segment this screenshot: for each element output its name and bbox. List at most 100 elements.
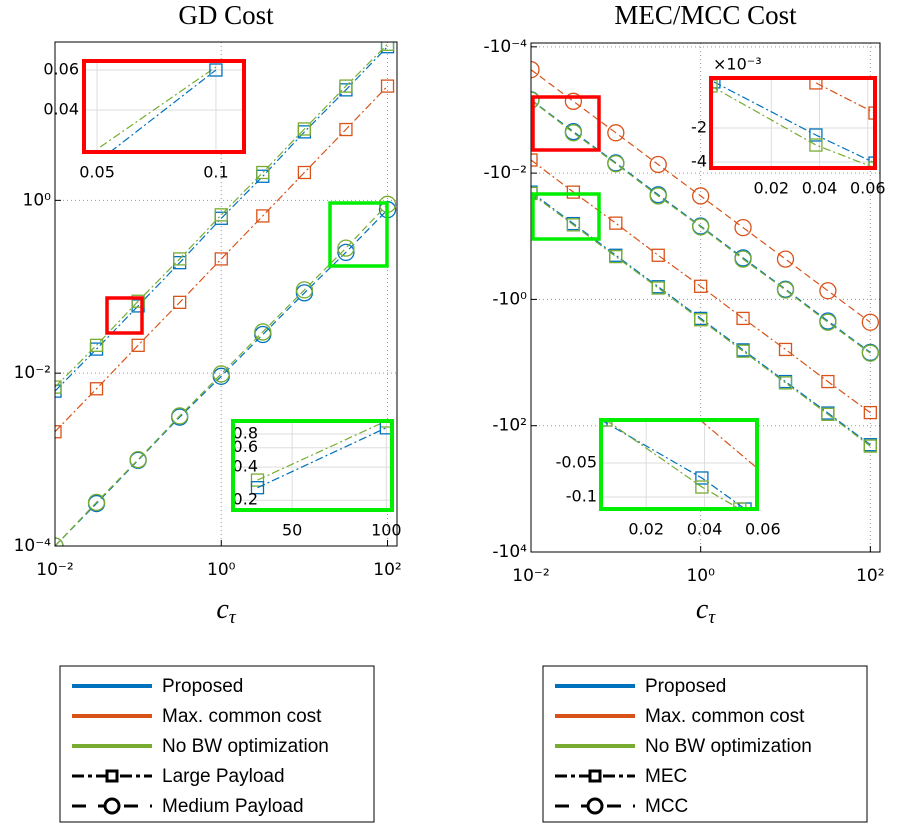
inset-background [601,420,757,509]
marker [588,769,602,783]
marker [295,281,314,299]
series-line [531,99,871,353]
inset-y-tick-label: 0.2 [233,490,258,509]
marker [173,295,187,310]
marker [87,493,106,511]
series-line [605,420,741,509]
marker [337,243,355,262]
x-axis-label: cτ [696,594,716,628]
legend-label: Proposed [645,676,726,697]
marker [55,380,62,394]
x-tick-label: 10² [373,560,401,580]
marker [819,313,837,331]
marker [339,122,353,137]
marker [809,78,823,90]
inset-group [233,421,392,510]
inset-y-tick-label: 0.04 [43,100,79,119]
inset-y-multiplier: ×10⁻³ [713,55,762,74]
inset-border [231,419,394,512]
series-line [109,69,217,152]
inset-y-tick-label: -4 [691,152,707,171]
series-line [531,159,871,414]
series-line [99,66,217,148]
series-line [55,203,388,546]
marker [566,185,581,199]
legend-label: Proposed [162,676,243,697]
marker [380,79,395,93]
marker [379,421,392,428]
marker [250,473,265,487]
marker [649,187,667,205]
x-tick-label: 10⁻² [36,560,73,580]
marker [214,208,228,222]
marker [55,425,62,439]
marker [171,407,189,425]
marker [564,124,583,142]
legend-label: No BW optimization [645,736,812,757]
x-axis-label: cτ [216,594,236,628]
marker [651,248,665,262]
marker [531,153,538,167]
marker [250,481,265,495]
marker [821,374,835,389]
marker [89,382,104,396]
y-tick-label: -10⁻² [483,163,527,183]
x-tick-label: 10⁻² [512,566,549,586]
inset-y-tick-label: 0.06 [43,60,79,79]
x-tick-label: 10² [856,566,884,586]
marker [692,187,710,205]
marker [297,165,312,180]
inset-border [599,418,759,511]
y-tick-label: 10⁻² [14,363,51,383]
y-tick-label: -10⁰ [492,289,527,309]
marker [254,323,272,341]
zoom-box [531,95,601,152]
marker [776,281,795,299]
marker [131,294,145,308]
y-tick-label: -10⁴ [492,542,527,562]
inset-group [601,420,757,509]
inset-y-tick-label: -0.05 [556,453,597,472]
y-tick-label: 10⁻⁴ [14,536,52,556]
marker [209,63,223,77]
inset-y-tick-label: 0.6 [233,437,258,456]
marker [694,313,708,327]
inset-border [709,76,877,170]
zoom-box [531,192,601,241]
x-axis-label-sub: τ [708,607,716,628]
marker [564,92,583,110]
marker [711,79,718,93]
y-tick-label: 10⁰ [23,190,52,210]
marker [861,344,879,362]
marker [736,344,750,358]
legend-label: MCC [645,796,688,817]
inset-x-tick-label: 0.05 [79,163,115,182]
marker [695,471,709,485]
marker [734,250,752,268]
marker [339,79,353,93]
legend-label: Max. common cost [162,706,322,727]
marker [863,405,877,420]
zoom-box [328,201,389,268]
marker [531,61,540,79]
marker [89,338,104,352]
marker [607,155,625,173]
marker [695,480,709,494]
legend-label: Medium Payload [162,796,304,817]
axes-box [54,41,398,547]
inset-background [711,78,875,168]
marker [692,218,710,236]
marker [733,502,747,509]
marker [337,239,355,257]
x-tick-label: 10⁰ [207,560,236,580]
marker [861,313,879,331]
marker [586,797,604,815]
inset-x-tick-label: 100 [371,521,402,540]
inset-x-tick-label: 50 [282,521,302,540]
marker [776,250,795,268]
inset-background [84,61,244,152]
x-axis-label-base: c [696,594,709,625]
marker [649,155,667,174]
legend-label: No BW optimization [162,736,329,757]
